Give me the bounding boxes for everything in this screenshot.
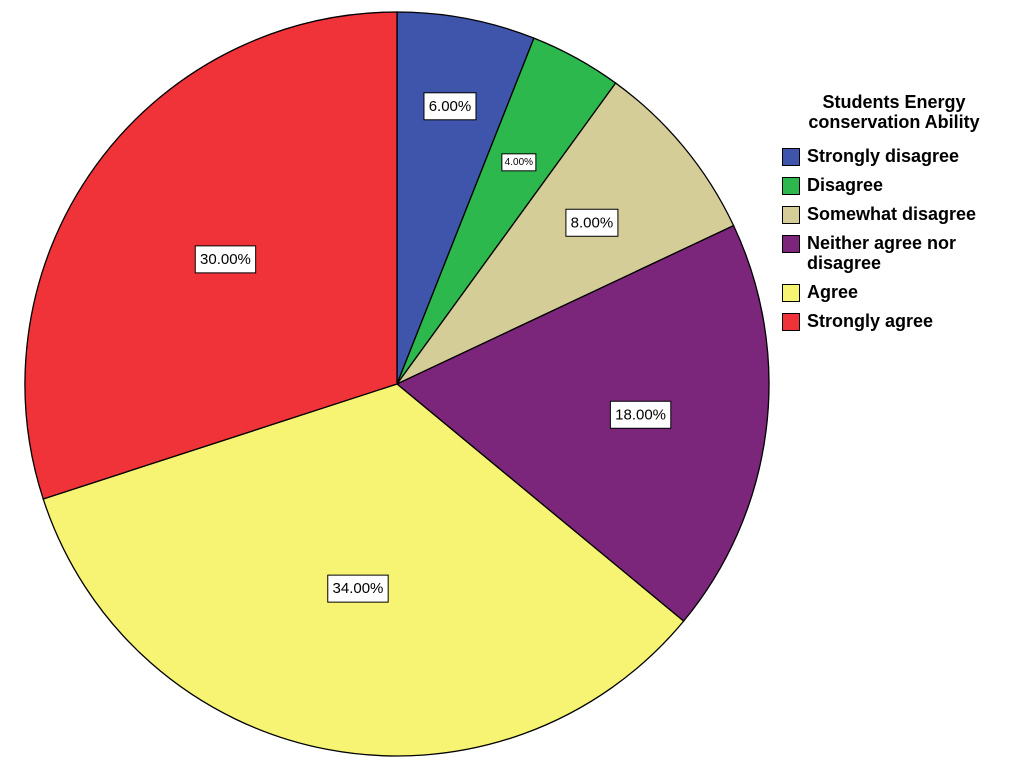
pie-slices <box>24 11 770 757</box>
legend-items: Strongly disagree Disagree Somewhat disagr… <box>782 146 1018 331</box>
legend: Students Energy conservation Ability Str… <box>782 92 1018 340</box>
legend-swatch <box>782 235 800 253</box>
legend-swatch <box>782 148 800 166</box>
legend-item-somewhat-disagree: Somewhat disagree <box>782 204 1018 224</box>
legend-swatch <box>782 206 800 224</box>
data-label-box <box>327 574 389 603</box>
data-label-text: 8.00% <box>571 214 614 231</box>
legend-label: Neither agree nor disagree <box>807 233 957 273</box>
data-label-box <box>194 245 257 274</box>
pie-slice-agree <box>42 383 685 757</box>
legend-label: Strongly disagree <box>807 146 960 166</box>
legend-title: Students Energy conservation Ability <box>808 92 980 132</box>
data-label-disagree: 4.00% <box>501 153 537 172</box>
pie-data-labels: 6.00% 4.00% 8.00% 18.00% 34.00% 30.00% <box>194 92 672 603</box>
data-label-neither-agree-nor-disagree: 18.00% <box>609 400 672 429</box>
legend-label: Somewhat disagree <box>807 204 977 224</box>
data-label-box <box>565 208 619 237</box>
legend-label: Strongly agree <box>807 311 934 331</box>
legend-swatch <box>782 284 800 302</box>
pie-slice-neither-agree-nor-disagree <box>395 224 770 623</box>
legend-item-strongly-agree: Strongly agree <box>782 311 1018 331</box>
legend-item-neither-agree-nor-disagree: Neither agree nor disagree <box>782 233 1018 273</box>
data-label-text: 34.00% <box>333 580 384 597</box>
data-label-text: 18.00% <box>615 406 666 423</box>
legend-item-strongly-disagree: Strongly disagree <box>782 146 1018 166</box>
data-label-text: 30.00% <box>200 251 251 268</box>
legend-item-disagree: Disagree <box>782 175 1018 195</box>
legend-label: Disagree <box>807 175 884 195</box>
legend-swatch <box>782 313 800 331</box>
data-label-strongly-agree: 30.00% <box>194 245 257 274</box>
data-label-strongly-disagree: 6.00% <box>423 92 477 121</box>
legend-item-agree: Agree <box>782 282 1018 302</box>
data-label-box <box>501 153 537 172</box>
data-label-agree: 34.00% <box>327 574 389 603</box>
data-label-text: 4.00% <box>505 157 533 168</box>
data-label-box <box>423 92 477 121</box>
data-label-box <box>609 400 672 429</box>
legend-swatch <box>782 177 800 195</box>
data-label-somewhat-disagree: 8.00% <box>565 208 619 237</box>
legend-label: Agree <box>807 282 859 302</box>
pie-slice-somewhat-disagree <box>396 82 735 385</box>
data-label-text: 6.00% <box>429 98 472 115</box>
